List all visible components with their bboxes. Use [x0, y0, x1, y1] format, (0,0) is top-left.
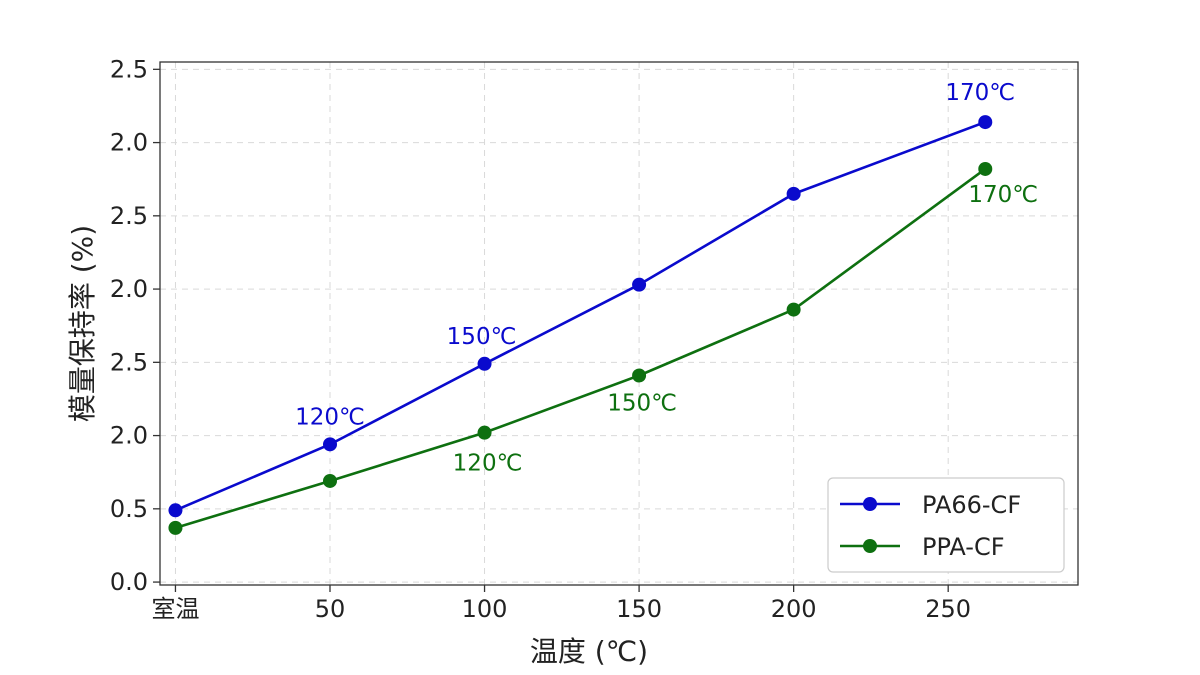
x-tick-label: 50	[315, 595, 346, 623]
series-pa66-cf	[168, 115, 993, 518]
series-line-pa66-cf	[174, 120, 986, 512]
y-axis-title: 模量保持率 (%)	[66, 225, 99, 422]
legend-marker	[863, 539, 877, 553]
legend-label: PPA-CF	[922, 533, 1005, 561]
x-tick-label: 250	[925, 595, 971, 623]
data-point	[786, 186, 801, 201]
y-tick-label: 2.5	[110, 348, 148, 376]
legend-label: PA66-CF	[922, 491, 1021, 519]
x-tick-label: 200	[771, 595, 817, 623]
y-tick-label: 2.5	[110, 202, 148, 230]
annotation-label: 170℃	[968, 182, 1038, 208]
series-line-ppa-cf	[175, 167, 987, 530]
y-tick-label: 0.5	[110, 495, 148, 523]
legend-box	[827, 477, 1065, 573]
data-point	[168, 520, 183, 535]
plot-area-frame	[159, 61, 1079, 586]
y-tick-label: 2.5	[110, 55, 148, 83]
data-point	[323, 473, 337, 488]
data-point	[323, 437, 337, 452]
y-tick-label: 2.0	[110, 275, 148, 303]
data-point	[477, 356, 492, 371]
data-point	[978, 115, 993, 130]
data-point	[786, 302, 801, 317]
data-point	[168, 503, 183, 518]
data-series	[168, 115, 993, 535]
y-tick-label: 0.0	[110, 568, 148, 596]
x-axis-title: 温度 (℃)	[530, 635, 648, 668]
data-point	[632, 368, 647, 383]
annotation-label: 150℃	[607, 391, 677, 417]
data-point	[978, 161, 993, 176]
annotation-label: 170℃	[945, 80, 1015, 106]
annotation-label: 150℃	[447, 324, 517, 350]
legend: PA66-CF PPA-CF	[827, 477, 1065, 573]
series-ppa-cf	[168, 161, 993, 535]
legend-item-pa66-cf: PA66-CF	[840, 491, 1021, 519]
y-axis-ticks: 0.0 0.5 2.0 2.5 2.0 2.5 2.0 2.5	[110, 55, 160, 596]
x-tick-label: 100	[462, 595, 508, 623]
annotation-label: 120℃	[295, 404, 365, 430]
data-point	[477, 425, 492, 440]
x-axis-ticks: 室温 50 100 150 200 250	[151, 585, 971, 623]
x-tick-label: 150	[616, 595, 662, 623]
legend-marker	[863, 497, 877, 511]
y-tick-label: 2.0	[110, 129, 148, 157]
annotation-label: 120℃	[453, 451, 523, 477]
y-tick-label: 2.0	[110, 422, 148, 450]
x-tick-label: 室温	[151, 595, 199, 623]
data-point	[632, 277, 647, 292]
legend-item-ppa-cf: PPA-CF	[840, 533, 1005, 561]
point-annotations: 120℃ 150℃ 170℃ 120℃ 150℃ 170℃	[295, 80, 1038, 477]
